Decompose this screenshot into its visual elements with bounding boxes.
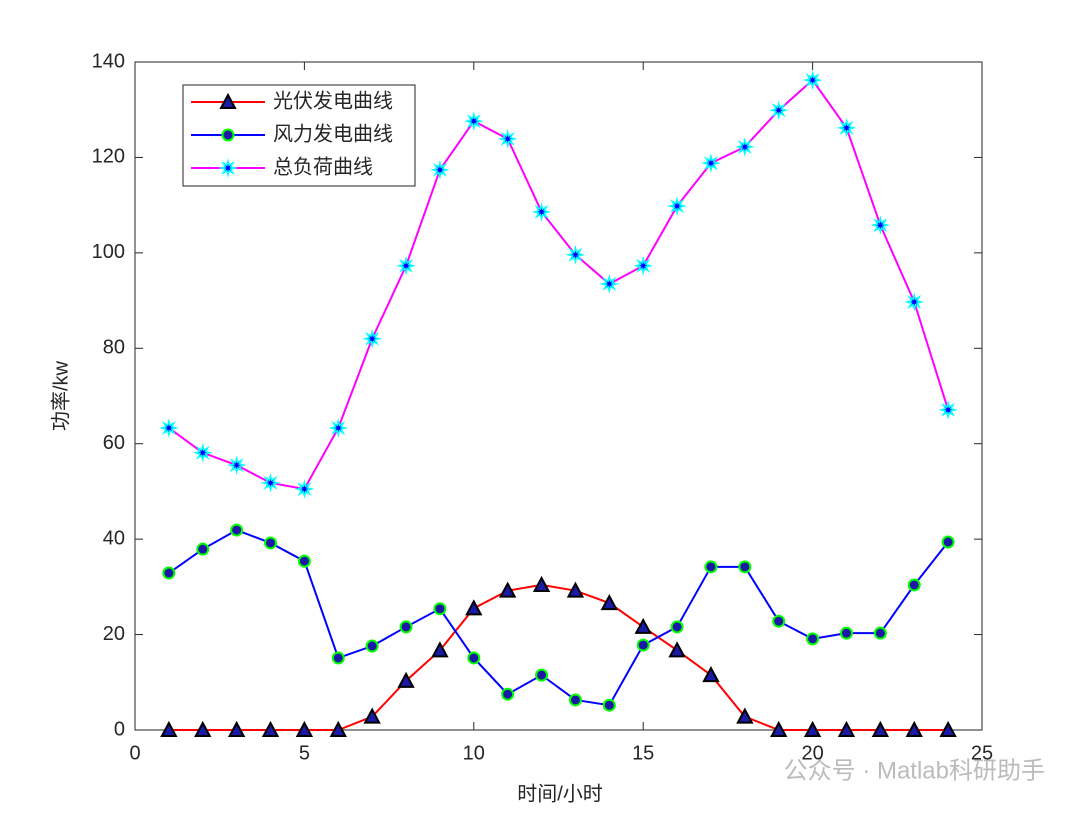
- marker: [803, 720, 822, 737]
- marker: [160, 720, 178, 737]
- y-tick-label: 100: [92, 241, 125, 263]
- marker: [670, 620, 684, 634]
- marker: [871, 720, 890, 737]
- marker: [839, 626, 853, 640]
- marker: [396, 255, 416, 276]
- marker: [668, 641, 686, 658]
- marker: [602, 698, 616, 712]
- marker: [295, 720, 314, 737]
- marker: [463, 111, 484, 132]
- marker: [905, 720, 923, 737]
- marker: [465, 599, 483, 616]
- marker: [260, 472, 281, 493]
- y-tick-label: 140: [92, 50, 125, 72]
- marker: [600, 593, 618, 611]
- marker: [701, 153, 721, 174]
- marker: [870, 215, 891, 236]
- marker: [565, 244, 586, 265]
- marker: [431, 641, 449, 658]
- marker: [636, 638, 650, 652]
- marker: [736, 707, 754, 724]
- marker: [430, 159, 450, 180]
- marker: [941, 535, 955, 549]
- y-tick-label: 120: [92, 146, 125, 168]
- marker: [194, 720, 212, 737]
- marker: [196, 542, 210, 556]
- x-tick-label: 15: [632, 742, 654, 764]
- marker: [904, 292, 925, 312]
- marker: [734, 137, 755, 157]
- marker: [599, 274, 620, 294]
- marker: [907, 578, 921, 592]
- marker: [159, 418, 179, 438]
- marker: [568, 693, 582, 707]
- x-tick-label: 20: [801, 742, 823, 764]
- marker: [535, 668, 549, 682]
- marker: [294, 479, 315, 499]
- marker: [329, 720, 347, 737]
- marker: [802, 70, 823, 90]
- marker: [566, 581, 585, 598]
- marker: [226, 455, 247, 476]
- marker: [227, 720, 246, 737]
- marker: [768, 100, 789, 121]
- x-tick-label: 10: [463, 742, 485, 764]
- marker: [230, 523, 244, 537]
- marker: [633, 255, 654, 276]
- y-axis-label: 功率/kw: [49, 360, 72, 431]
- legend-marker: [219, 92, 237, 109]
- marker: [704, 560, 718, 574]
- marker: [297, 554, 311, 568]
- marker: [192, 442, 213, 463]
- marker: [261, 720, 280, 737]
- marker: [702, 666, 720, 683]
- x-axis-label: 时间/小时: [517, 782, 603, 805]
- marker: [939, 720, 957, 737]
- marker: [331, 651, 345, 665]
- marker: [362, 328, 383, 349]
- marker: [264, 536, 278, 550]
- legend-marker: [218, 158, 238, 178]
- y-tick-label: 60: [103, 432, 125, 454]
- marker: [162, 566, 176, 580]
- marker: [363, 707, 381, 724]
- marker: [738, 560, 752, 574]
- marker: [837, 720, 856, 737]
- marker: [532, 575, 551, 592]
- watermark: 公众号 · Matlab科研助手: [784, 757, 1045, 784]
- marker: [499, 581, 517, 598]
- x-tick-label: 0: [129, 742, 140, 764]
- marker: [497, 128, 518, 149]
- x-tick-label: 25: [971, 742, 993, 764]
- marker: [634, 617, 652, 634]
- marker: [467, 651, 481, 665]
- marker: [531, 201, 552, 222]
- marker: [836, 117, 857, 138]
- y-tick-label: 20: [103, 623, 125, 645]
- y-tick-label: 80: [103, 337, 125, 359]
- marker: [397, 671, 415, 688]
- marker: [501, 687, 515, 701]
- marker: [873, 626, 887, 640]
- legend-label: 光伏发电曲线: [273, 89, 393, 112]
- marker: [399, 620, 413, 634]
- marker: [667, 196, 687, 216]
- marker: [938, 399, 958, 420]
- marker: [328, 418, 349, 438]
- y-tick-label: 40: [103, 527, 125, 549]
- legend-label: 风力发电曲线: [273, 122, 393, 145]
- marker: [806, 632, 820, 646]
- marker: [770, 720, 788, 737]
- marker: [433, 602, 447, 616]
- marker: [365, 639, 379, 653]
- legend-label: 总负荷曲线: [273, 155, 373, 178]
- x-tick-label: 5: [299, 742, 310, 764]
- y-tick-label: 0: [114, 718, 125, 740]
- line: [168, 583, 949, 731]
- legend-marker: [221, 128, 235, 142]
- marker: [772, 614, 786, 628]
